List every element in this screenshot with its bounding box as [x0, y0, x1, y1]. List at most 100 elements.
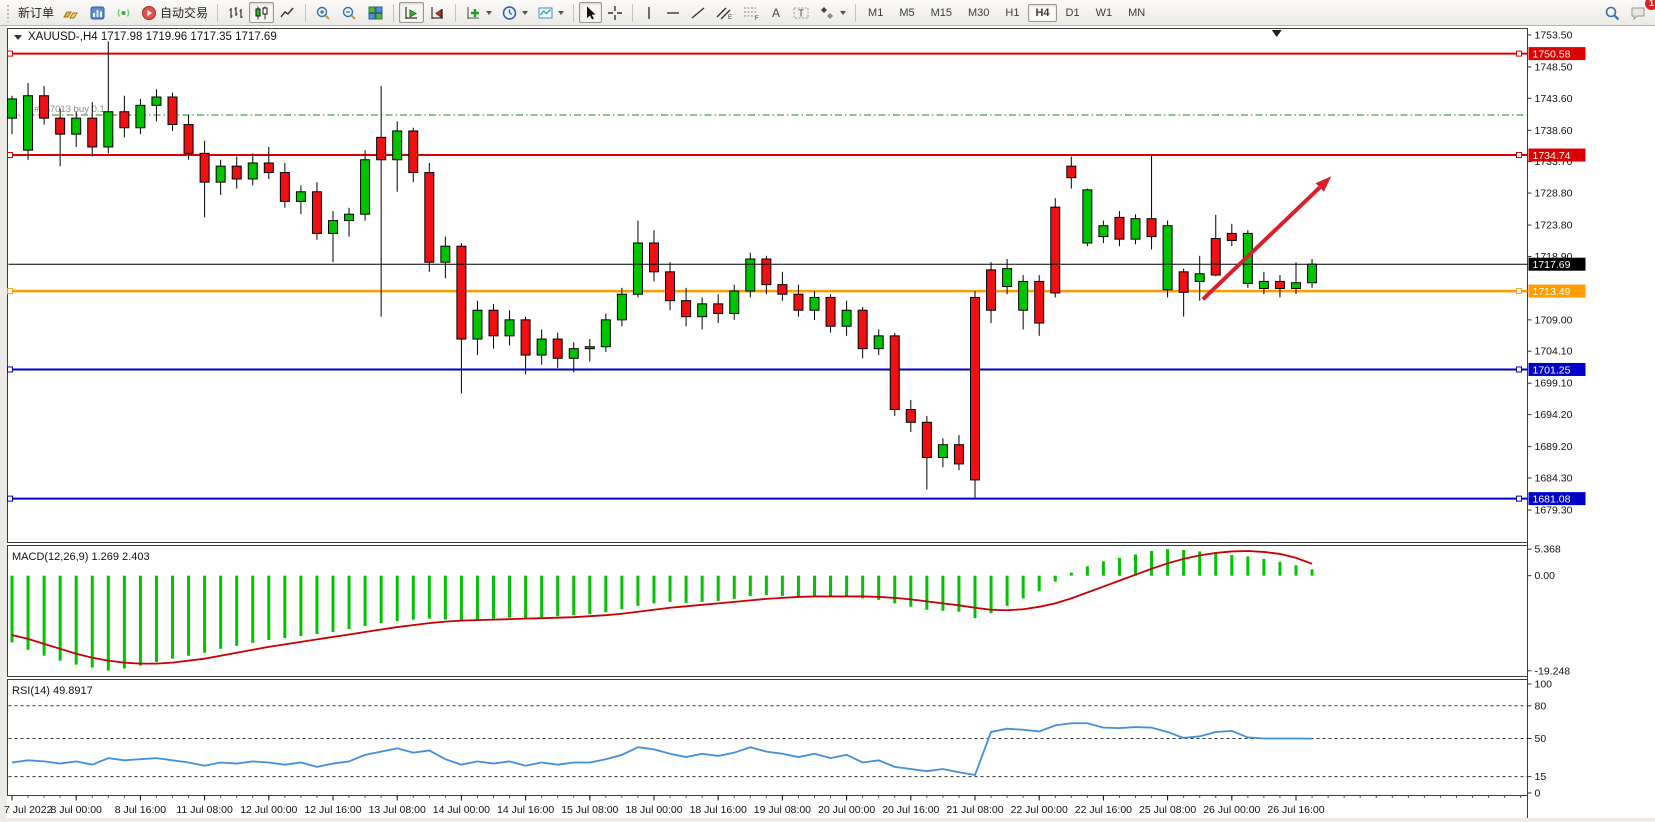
- trend-arrow[interactable]: [1201, 186, 1322, 301]
- svg-text:F: F: [755, 16, 759, 21]
- auto-scroll-button[interactable]: [399, 2, 425, 23]
- price-chart[interactable]: #167013 buy 0.1 XAUUSD-,H4 1717.98 1719.9…: [0, 26, 1655, 822]
- macd-axis-tick: 0.00: [1535, 570, 1556, 582]
- zoom-out-icon: [342, 6, 356, 20]
- candle-body: [504, 319, 515, 337]
- line-handle[interactable]: [7, 50, 13, 57]
- macd-histogram-bar: [299, 575, 303, 636]
- macd-histogram-bar: [636, 575, 640, 606]
- chart-shift-button[interactable]: [425, 2, 450, 23]
- cursor-tool-button[interactable]: [579, 2, 603, 23]
- candle-body: [986, 269, 997, 311]
- bar-chart-mode-button[interactable]: [223, 2, 248, 23]
- templates-button[interactable]: [533, 2, 568, 23]
- candle-body: [1050, 206, 1061, 294]
- crosshair-tool-button[interactable]: [603, 2, 627, 23]
- symbol-dropdown-icon[interactable]: [14, 35, 22, 40]
- timeframe-button-H4[interactable]: H4: [1028, 3, 1057, 22]
- horizontal-line-tool-button[interactable]: [661, 2, 685, 23]
- macd-histogram-bar: [138, 575, 142, 666]
- timeframe-button-MN[interactable]: MN: [1128, 6, 1146, 19]
- macd-histogram-bar: [941, 575, 945, 611]
- text-label-icon: T: [793, 7, 809, 19]
- chart-window[interactable]: #167013 buy 0.1 XAUUSD-,H4 1717.98 1719.9…: [0, 26, 1655, 822]
- macd-histogram-bar: [572, 575, 576, 616]
- notifications-wrap: 1: [1626, 0, 1655, 23]
- candle-body: [328, 220, 338, 234]
- candle-body: [889, 335, 900, 410]
- rsi-axis-tick: 0: [1535, 788, 1541, 800]
- line-chart-mode-button[interactable]: [275, 2, 300, 23]
- candle-body: [183, 124, 194, 154]
- arrows-tool-button[interactable]: [815, 2, 850, 23]
- terminal-window-button[interactable]: [85, 2, 110, 23]
- bar-chart-icon: [229, 6, 243, 18]
- tile-windows-button[interactable]: [363, 2, 388, 23]
- timeframe-button-M1[interactable]: M1: [868, 6, 884, 19]
- candle-body: [552, 338, 563, 359]
- candle-body: [263, 162, 274, 174]
- macd-histogram-bar: [845, 575, 849, 596]
- timeframe-button-M5[interactable]: M5: [899, 6, 915, 19]
- line-handle[interactable]: [1516, 495, 1522, 502]
- auto-scroll-icon: [405, 6, 418, 19]
- candlestick-mode-button[interactable]: [249, 2, 275, 23]
- timeframe-button-W1[interactable]: W1: [1095, 6, 1113, 19]
- toolbar-separator: [305, 3, 307, 22]
- signals-button[interactable]: [111, 2, 136, 23]
- rsi-axis-tick: 100: [1535, 679, 1553, 691]
- zoom-out-button[interactable]: [337, 2, 362, 23]
- line-handle[interactable]: [1516, 366, 1522, 373]
- timeframe-button-D1[interactable]: D1: [1065, 6, 1080, 19]
- text-tool-button[interactable]: A: [765, 2, 787, 23]
- autotrading-button[interactable]: 自动交易: [137, 2, 212, 23]
- macd-histogram-bar: [796, 575, 800, 597]
- candle-body: [151, 96, 162, 106]
- candle-body: [713, 303, 724, 314]
- dropdown-caret-icon: [486, 10, 493, 15]
- candle-body: [1307, 263, 1318, 284]
- macd-histogram-bar: [1117, 557, 1121, 576]
- periods-button[interactable]: [497, 2, 532, 23]
- candle-body: [777, 284, 788, 295]
- timeframe-button-M15[interactable]: M15: [930, 6, 952, 19]
- new-order-button[interactable]: 新订单: [14, 2, 58, 23]
- line-handle[interactable]: [1516, 152, 1522, 159]
- candle-body: [279, 172, 290, 202]
- candle-body: [825, 296, 836, 327]
- zoom-in-button[interactable]: [311, 2, 336, 23]
- candle-body: [424, 172, 435, 263]
- timeframe-button-M30[interactable]: M30: [968, 6, 990, 19]
- trendline-tool-button[interactable]: [686, 2, 710, 23]
- price-axis-tick: 1704.10: [1535, 346, 1573, 358]
- chart-shift-marker[interactable]: [1271, 30, 1282, 37]
- notifications-button[interactable]: [1626, 2, 1651, 23]
- candle-body: [1194, 273, 1205, 282]
- candle-body: [745, 258, 756, 292]
- macd-histogram-bar: [1069, 572, 1073, 576]
- line-handle[interactable]: [7, 152, 13, 159]
- price-axis-marker-value: 1750.58: [1533, 48, 1571, 60]
- deposit-button[interactable]: [59, 2, 84, 23]
- search-button[interactable]: [1600, 2, 1625, 23]
- candle-body: [632, 242, 643, 295]
- macd-histogram-bar: [813, 575, 816, 596]
- vertical-line-tool-button[interactable]: [638, 2, 660, 23]
- line-handle[interactable]: [1516, 288, 1522, 295]
- price-axis-marker: [1528, 284, 1586, 298]
- line-handle[interactable]: [7, 288, 13, 295]
- timeframe-button-H1[interactable]: H1: [1005, 6, 1020, 19]
- text-label-tool-button[interactable]: T: [788, 2, 814, 23]
- macd-histogram-bar: [58, 575, 62, 661]
- equidistant-channel-tool-button[interactable]: E: [711, 2, 737, 23]
- time-axis-label: 20 Jul 16:00: [882, 804, 939, 816]
- vertical-line-icon: [648, 6, 650, 19]
- add-indicators-button[interactable]: [461, 2, 496, 23]
- fibonacci-tool-button[interactable]: F: [738, 2, 764, 23]
- line-handle[interactable]: [7, 366, 13, 373]
- line-handle[interactable]: [1516, 50, 1522, 57]
- macd-histogram-bar: [732, 575, 736, 599]
- time-axis-label: 7 Jul 2022: [4, 804, 53, 816]
- macd-histogram-bar: [283, 575, 287, 638]
- line-handle[interactable]: [7, 495, 13, 502]
